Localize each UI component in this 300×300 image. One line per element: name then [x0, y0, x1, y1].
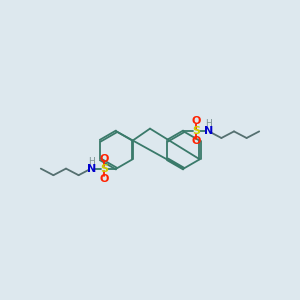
Text: N: N — [87, 164, 96, 174]
Text: O: O — [191, 116, 201, 127]
Text: S: S — [100, 164, 108, 174]
Text: S: S — [192, 126, 200, 136]
Text: O: O — [191, 136, 201, 146]
Text: H: H — [206, 119, 212, 128]
Text: N: N — [204, 126, 213, 136]
Text: H: H — [88, 157, 94, 166]
Text: O: O — [99, 154, 109, 164]
Text: O: O — [99, 173, 109, 184]
